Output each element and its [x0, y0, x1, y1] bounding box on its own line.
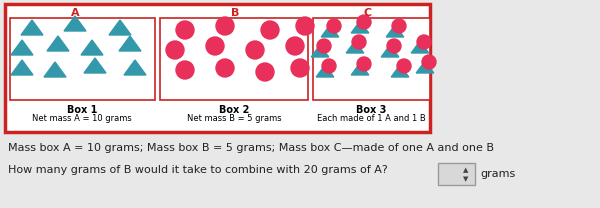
- Polygon shape: [391, 65, 409, 77]
- Polygon shape: [381, 45, 399, 57]
- Text: A: A: [71, 8, 79, 18]
- Text: Box 1: Box 1: [67, 105, 97, 115]
- Polygon shape: [44, 62, 66, 77]
- Polygon shape: [416, 61, 434, 73]
- Circle shape: [246, 41, 264, 59]
- Circle shape: [176, 61, 194, 79]
- Polygon shape: [311, 45, 329, 57]
- Bar: [313, 18, 430, 100]
- Circle shape: [291, 59, 309, 77]
- Bar: [10, 18, 155, 100]
- Polygon shape: [346, 41, 364, 53]
- Bar: [5, 4, 430, 132]
- Circle shape: [387, 39, 401, 53]
- Text: How many grams of B would it take to combine with 20 grams of A?: How many grams of B would it take to com…: [8, 165, 388, 175]
- Polygon shape: [411, 41, 429, 53]
- Circle shape: [286, 37, 304, 55]
- Text: Each made of 1 A and 1 B: Each made of 1 A and 1 B: [317, 114, 425, 123]
- Polygon shape: [11, 40, 33, 55]
- Bar: [160, 18, 308, 100]
- Circle shape: [216, 59, 234, 77]
- Text: Net mass B = 5 grams: Net mass B = 5 grams: [187, 114, 281, 123]
- Text: ▲: ▲: [463, 167, 469, 173]
- Circle shape: [422, 55, 436, 69]
- Circle shape: [357, 57, 371, 71]
- Polygon shape: [81, 40, 103, 55]
- Text: C: C: [364, 8, 372, 18]
- Circle shape: [417, 35, 431, 49]
- Circle shape: [176, 21, 194, 39]
- Circle shape: [352, 35, 366, 49]
- Circle shape: [357, 15, 371, 29]
- Text: Mass box A = 10 grams; Mass box B = 5 grams; Mass box C—made of one A and one B: Mass box A = 10 grams; Mass box B = 5 gr…: [8, 143, 494, 153]
- Circle shape: [261, 21, 279, 39]
- Polygon shape: [351, 63, 369, 75]
- Polygon shape: [119, 36, 141, 51]
- Circle shape: [322, 59, 336, 73]
- Text: Box 2: Box 2: [219, 105, 249, 115]
- Text: Net mass A = 10 grams: Net mass A = 10 grams: [32, 114, 132, 123]
- Circle shape: [397, 59, 411, 73]
- Text: Box 3: Box 3: [356, 105, 386, 115]
- Circle shape: [216, 17, 234, 35]
- Circle shape: [392, 19, 406, 33]
- Polygon shape: [321, 25, 339, 37]
- Polygon shape: [11, 60, 33, 75]
- Circle shape: [166, 41, 184, 59]
- Bar: [438, 163, 475, 185]
- Circle shape: [256, 63, 274, 81]
- Text: grams: grams: [480, 169, 515, 179]
- Polygon shape: [316, 65, 334, 77]
- Polygon shape: [109, 20, 131, 35]
- Circle shape: [296, 17, 314, 35]
- Circle shape: [206, 37, 224, 55]
- Polygon shape: [21, 20, 43, 35]
- Circle shape: [327, 19, 341, 33]
- Text: ▼: ▼: [463, 176, 469, 182]
- Polygon shape: [124, 60, 146, 75]
- Circle shape: [317, 39, 331, 53]
- Polygon shape: [84, 58, 106, 73]
- Polygon shape: [47, 36, 69, 51]
- Polygon shape: [351, 21, 369, 33]
- Polygon shape: [386, 25, 404, 37]
- Text: B: B: [231, 8, 239, 18]
- Polygon shape: [64, 16, 86, 31]
